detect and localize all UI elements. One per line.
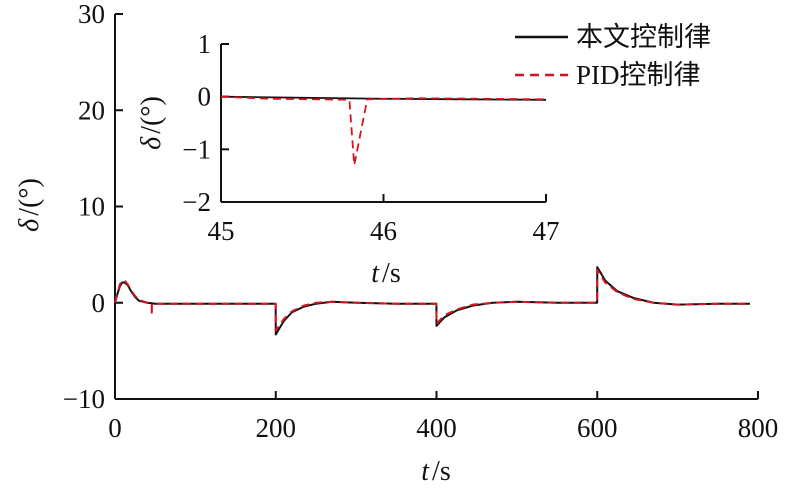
main-series-proposed: [114, 266, 750, 336]
main-x-tick-label: 400: [416, 413, 457, 443]
main-y-axis-label: δ/(°): [14, 178, 45, 232]
inset-y-tick-label: −2: [182, 187, 211, 217]
legend-label-pid: PID控制律: [576, 60, 701, 90]
main-x-tick-label: 0: [108, 413, 122, 443]
inset-background: [221, 44, 546, 202]
inset-y-tick-label: −1: [182, 134, 211, 164]
main-y-tick-label: −10: [63, 384, 105, 414]
inset-plot: 45 46 47 −2 −1 0 1 δ/(°) t/s: [136, 29, 560, 289]
main-x-tick-label: 200: [256, 413, 297, 443]
main-y-tick-label: 0: [92, 288, 106, 318]
main-series-pid: [114, 269, 750, 332]
inset-x-tick-label: 45: [208, 216, 235, 246]
inset-x-axis-label: t/s: [371, 258, 400, 289]
main-x-axis-label: t/s: [421, 456, 450, 487]
main-x-tick-label: 600: [577, 413, 618, 443]
inset-y-tick-label: 0: [198, 82, 212, 112]
legend: 本文控制律 PID控制律: [515, 22, 711, 90]
main-y-tick-label: 10: [78, 192, 105, 222]
legend-label-proposed: 本文控制律: [576, 22, 711, 52]
main-x-tick-label: 800: [738, 413, 779, 443]
inset-y-tick-label: 1: [198, 29, 212, 59]
main-y-tick-label: 30: [78, 0, 105, 29]
inset-x-tick-label: 47: [533, 216, 560, 246]
main-y-tick-label: 20: [78, 95, 105, 125]
inset-series-pid: [220, 95, 547, 167]
inset-x-tick-label: 46: [370, 216, 397, 246]
inset-y-axis-label: δ/(°): [136, 96, 167, 150]
